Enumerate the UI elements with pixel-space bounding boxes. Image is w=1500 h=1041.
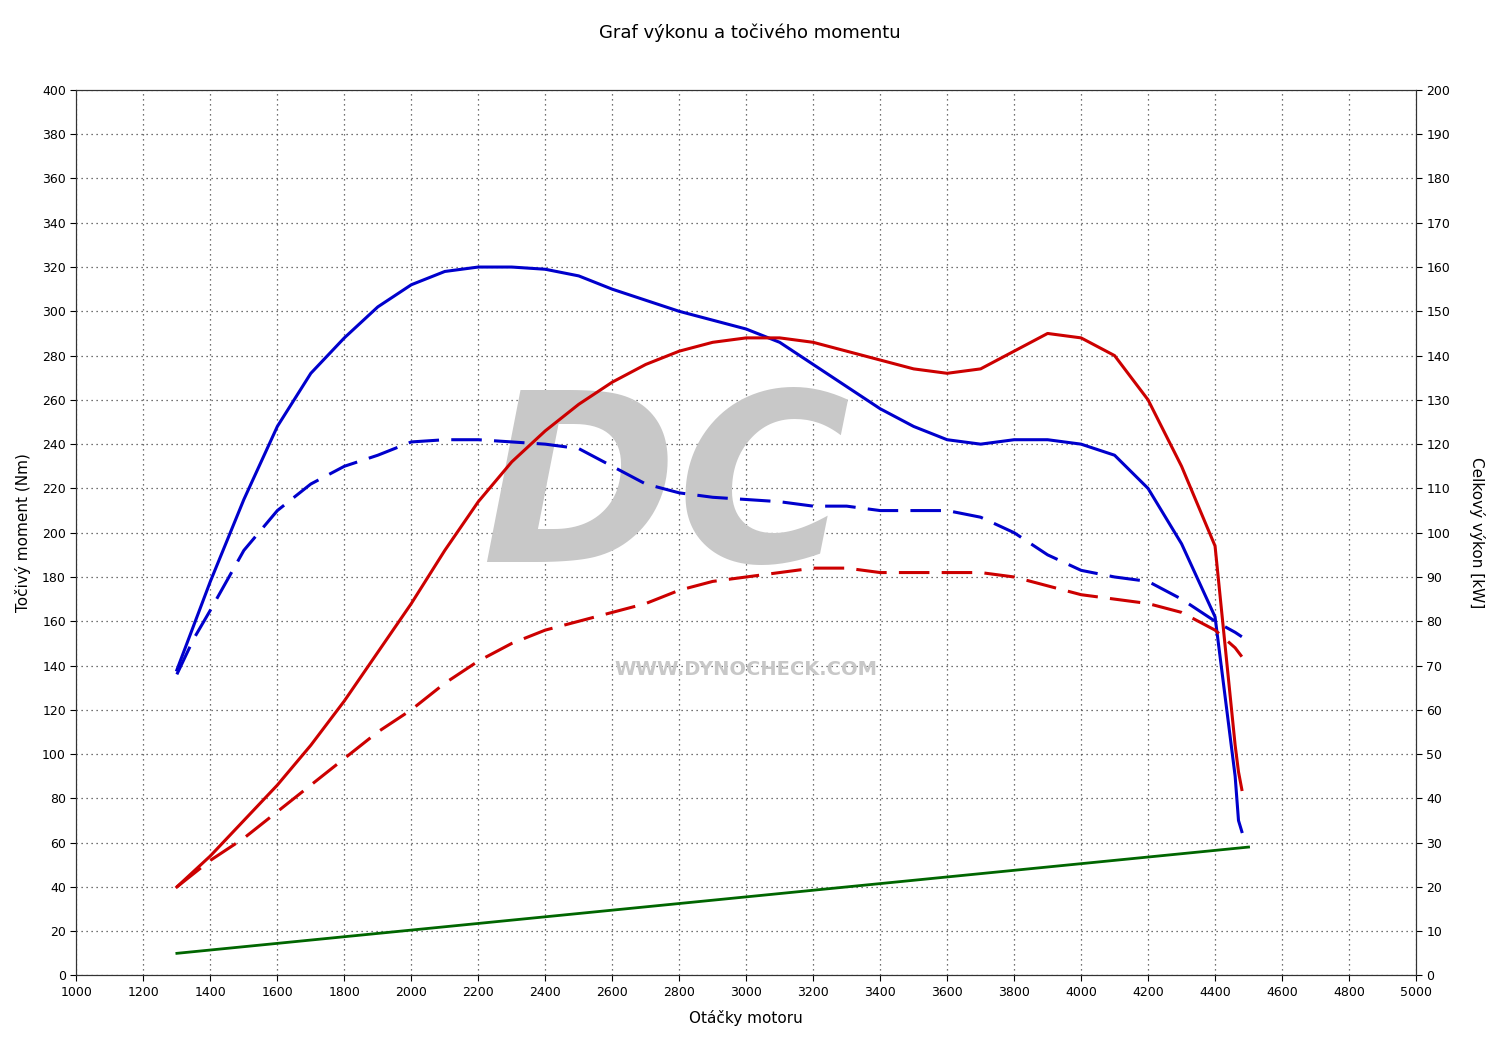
Y-axis label: Točivý moment (Nm): Točivý moment (Nm) — [15, 453, 32, 612]
Text: Graf výkonu a točivého momentu: Graf výkonu a točivého momentu — [598, 24, 902, 43]
Text: DC: DC — [482, 383, 850, 611]
X-axis label: Otáčky motoru: Otáčky motoru — [690, 1010, 802, 1026]
Text: WWW.DYNOCHECK.COM: WWW.DYNOCHECK.COM — [615, 660, 878, 680]
Y-axis label: Celkový výkon [kW]: Celkový výkon [kW] — [1468, 457, 1485, 608]
